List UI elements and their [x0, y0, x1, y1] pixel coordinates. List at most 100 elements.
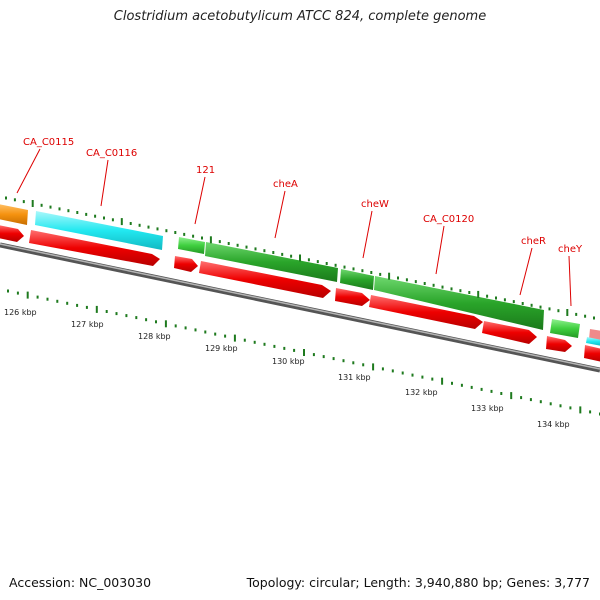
minor-tick [569, 406, 572, 410]
label-cher: cheR [521, 236, 546, 247]
label-ca-c0116: CA_C0116 [86, 148, 137, 159]
minor-tick [432, 283, 435, 287]
minor-tick [460, 383, 463, 387]
arrow-9[interactable] [584, 345, 600, 362]
minor-tick [253, 340, 256, 344]
gene-cher[interactable] [550, 319, 580, 338]
lower-ticks [7, 289, 600, 416]
gene-cyan[interactable] [35, 211, 163, 250]
minor-tick [589, 410, 592, 414]
minor-tick [520, 396, 523, 400]
minor-tick [281, 252, 284, 256]
minor-tick [293, 348, 296, 352]
minor-tick [76, 303, 79, 307]
minor-tick [227, 242, 230, 245]
minor-tick [272, 251, 275, 254]
gene-labels: CA_C0115 CA_C0116 121 cheA cheW CA_C0120… [16, 137, 583, 307]
minor-tick [559, 404, 562, 408]
gene-green-121[interactable] [178, 237, 205, 254]
minor-tick [16, 291, 19, 295]
major-tick [26, 291, 29, 299]
major-tick [441, 377, 444, 385]
minor-tick [192, 234, 195, 238]
minor-tick [441, 285, 444, 289]
minor-tick [548, 307, 551, 311]
arrow-5[interactable] [335, 288, 370, 306]
minor-tick [147, 225, 150, 229]
gene-chea[interactable] [205, 242, 338, 282]
minor-tick [283, 346, 286, 350]
minor-tick [316, 260, 319, 264]
leader-ca-c0116 [100, 159, 109, 207]
minor-tick [103, 216, 105, 220]
kbp-label-127: 127 kbp [71, 320, 104, 329]
gene-orange[interactable] [0, 204, 28, 225]
arrow-4[interactable] [199, 261, 331, 298]
label-chew: cheW [361, 199, 389, 210]
arrow-8[interactable] [546, 336, 572, 352]
leader-chea [274, 190, 286, 239]
minor-tick [85, 212, 88, 216]
leader-121 [194, 176, 206, 225]
gene-chew[interactable] [340, 269, 374, 290]
label-ca-c0120: CA_C0120 [423, 214, 474, 225]
minor-tick [105, 310, 108, 313]
minor-tick [36, 295, 39, 299]
major-tick [31, 200, 34, 207]
kbp-label-129: 129 kbp [205, 344, 238, 353]
arrow-2[interactable] [29, 230, 160, 266]
minor-tick [459, 289, 462, 293]
kbp-label-128: 128 kbp [138, 332, 171, 341]
arrow-6[interactable] [369, 295, 483, 329]
minor-tick [468, 291, 471, 294]
label-ca-c0115: CA_C0115 [23, 137, 74, 148]
summary-text: Topology: circular; Length: 3,940,880 bp… [246, 575, 590, 590]
minor-tick [529, 398, 532, 402]
arrow-7[interactable] [482, 321, 537, 344]
minor-tick [129, 222, 132, 225]
minor-tick [7, 289, 9, 293]
minor-tick [85, 305, 88, 309]
minor-tick [138, 223, 141, 227]
minor-tick [263, 249, 266, 253]
minor-tick [539, 400, 542, 404]
minor-tick [490, 389, 493, 393]
minor-tick [593, 316, 595, 320]
label-chea: cheA [273, 179, 298, 190]
minor-tick [111, 218, 114, 222]
minor-tick [58, 207, 61, 211]
backbone [0, 242, 600, 373]
leader-ca-c0115 [16, 148, 41, 194]
minor-tick [361, 269, 364, 273]
minor-tick [343, 265, 346, 269]
minor-tick [155, 320, 157, 324]
minor-tick [503, 298, 506, 302]
leader-chey [568, 255, 572, 307]
arrow-1[interactable] [0, 225, 24, 242]
minor-tick [450, 287, 453, 291]
minor-tick [165, 229, 168, 233]
arrow-3[interactable] [174, 256, 198, 272]
gene-ca-c0120[interactable] [374, 276, 544, 330]
minor-tick [352, 361, 355, 365]
minor-tick [145, 318, 148, 322]
minor-tick [263, 342, 266, 346]
minor-tick [125, 314, 128, 318]
gene-cyan-small[interactable] [586, 337, 600, 346]
major-tick [510, 392, 513, 400]
minor-tick [312, 353, 315, 357]
minor-tick [307, 258, 310, 262]
minor-tick [414, 280, 417, 284]
minor-tick [76, 211, 79, 214]
kbp-label-131: 131 kbp [338, 373, 371, 382]
minor-tick [334, 263, 337, 267]
leader-chew [362, 210, 373, 259]
minor-tick [421, 375, 424, 379]
minor-tick [174, 231, 177, 234]
minor-tick [243, 338, 246, 342]
accession-text: Accession: NC_003030 [9, 575, 152, 590]
minor-tick [431, 377, 434, 381]
minor-tick [66, 301, 69, 305]
major-tick [95, 305, 98, 313]
minor-tick [575, 312, 578, 316]
